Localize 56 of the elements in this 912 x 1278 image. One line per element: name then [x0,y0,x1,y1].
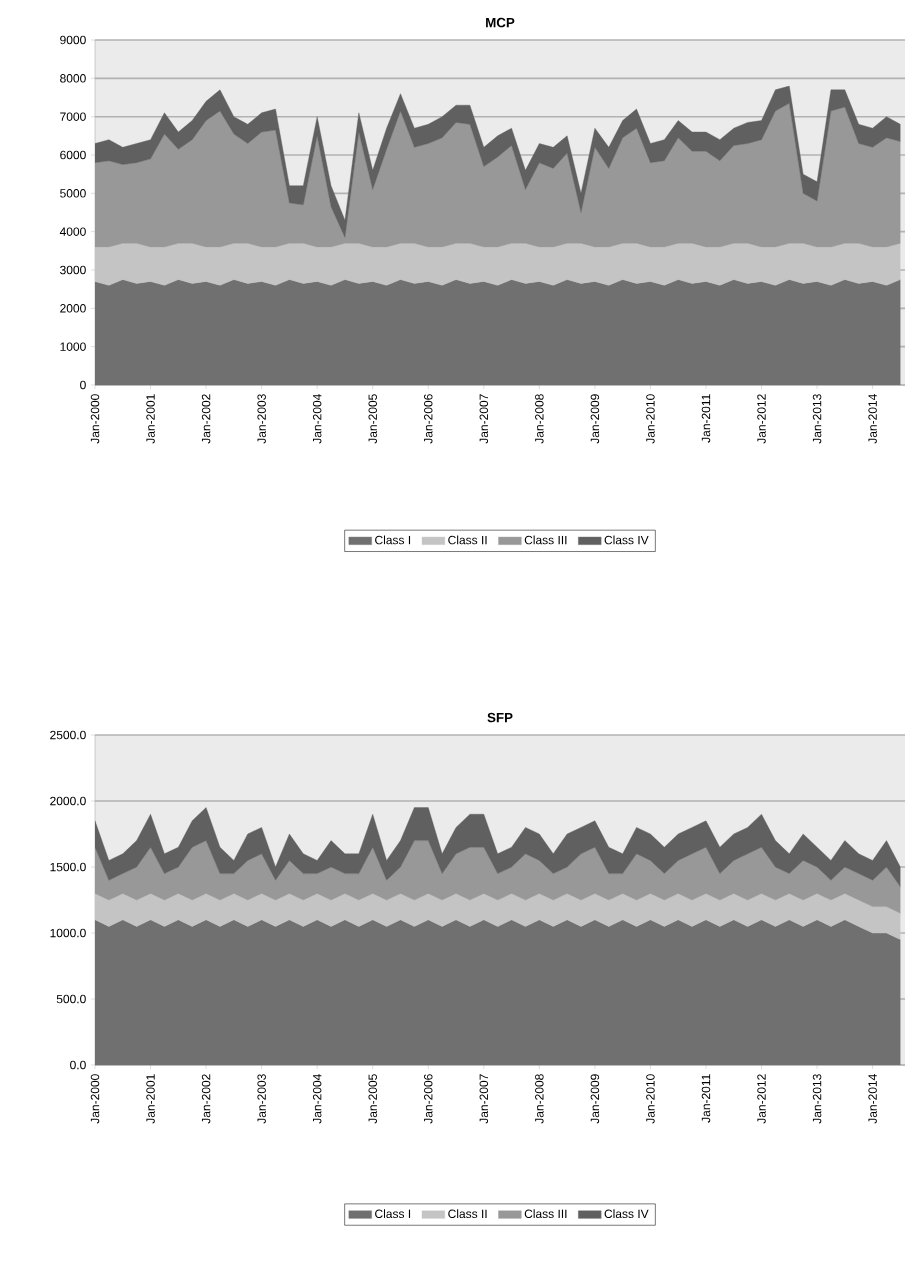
legend-label: Class II [448,535,487,545]
y-tick-label: 7000 [60,112,86,121]
y-tick-label: 0 [80,380,86,390]
x-tick-label: Jan-2006 [424,1074,433,1124]
x-tick-label: Jan-2014 [868,394,877,444]
x-tick-label: Jan-2007 [479,394,489,444]
y-tick-label: 4000 [59,227,86,236]
y-tick-label: 500.0 [56,994,86,1004]
x-tick-label: Jan-2003 [257,1074,266,1124]
x-tick-label: Jan-2008 [535,394,544,444]
y-tick-label: 5000 [60,189,86,198]
y-tick-label: 3000 [60,265,86,275]
y-tick-label: 1000 [60,342,86,351]
x-tick-label: Jan-2010 [646,1074,655,1124]
y-tick-label: 1000.0 [50,928,86,938]
x-tick-label: Jan-2014 [868,1074,877,1124]
x-tick-label: Jan-2001 [146,394,155,444]
y-tick-label: 6000 [60,150,86,160]
x-tick-label: Jan-2011 [701,394,711,443]
x-tick-label: Jan-2006 [424,394,433,444]
x-tick-label: Jan-2004 [312,1074,322,1124]
x-tick-label: Jan-2002 [201,1074,211,1124]
chart-title: MCP [486,17,515,28]
y-tick-label: 1500.0 [50,862,86,872]
legend-label: Class III [524,535,567,545]
x-tick-label: Jan-2013 [812,1074,822,1124]
y-tick-label: 2000 [60,304,86,313]
x-tick-label: Jan-2001 [146,1074,155,1124]
x-tick-label: Jan-2008 [535,1074,544,1124]
legend-label: Class IV [604,1209,649,1219]
x-tick-label: Jan-2004 [312,394,322,444]
x-tick-label: Jan-2011 [701,1074,711,1123]
x-tick-label: Jan-2012 [757,394,766,444]
y-tick-label: 2500.0 [50,730,86,740]
legend-label: Class I [375,535,411,545]
y-tick-label: 2000.0 [50,796,86,806]
legend-label: Class I [375,1209,411,1219]
x-tick-label: Jan-2003 [257,394,266,444]
x-tick-label: Jan-2005 [368,394,377,444]
legend-label: Class IV [604,535,649,545]
legend-label: Class II [448,1209,487,1219]
legend-label: Class III [524,1209,567,1219]
x-tick-label: Jan-2013 [812,394,822,444]
x-tick-label: Jan-2007 [479,1074,489,1124]
x-tick-label: Jan-2002 [201,394,211,444]
y-tick-label: 9000 [60,35,86,45]
chart-title: SFP [487,712,513,723]
x-tick-label: Jan-2009 [590,1074,600,1124]
x-tick-label: Jan-2005 [368,1074,377,1124]
x-tick-label: Jan-2009 [590,394,600,444]
x-tick-label: Jan-2000 [90,394,100,444]
x-tick-label: Jan-2010 [646,394,655,444]
y-tick-label: 8000 [60,74,86,83]
y-tick-label: 0.0 [70,1060,86,1070]
x-tick-label: Jan-2012 [757,1074,766,1124]
x-tick-label: Jan-2000 [90,1074,100,1124]
